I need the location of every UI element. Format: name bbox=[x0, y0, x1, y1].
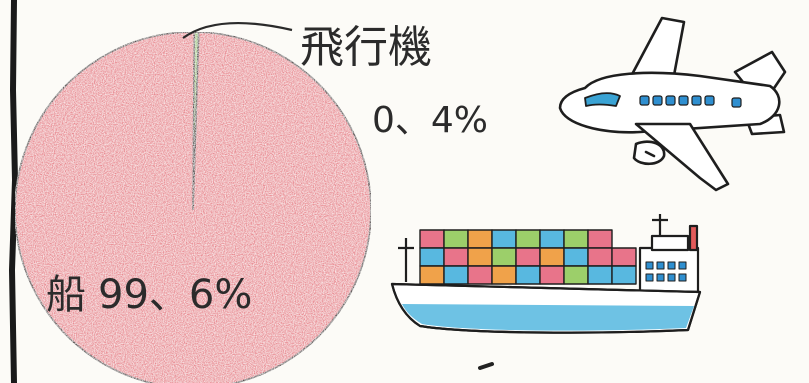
slice-label-ship: 船 bbox=[46, 272, 86, 318]
ship-container bbox=[443, 229, 469, 249]
leader-line bbox=[182, 21, 293, 39]
ship-container bbox=[539, 247, 565, 267]
slice-value-airplane: 0、4% bbox=[372, 100, 488, 141]
ship-container bbox=[419, 229, 445, 249]
ship-container bbox=[491, 265, 517, 285]
ship-container bbox=[443, 247, 469, 267]
ship-container bbox=[539, 229, 565, 249]
ship-container bbox=[515, 229, 541, 249]
ship-container bbox=[491, 247, 517, 267]
ship-container bbox=[563, 265, 589, 285]
ship-container bbox=[467, 265, 493, 285]
ship-container bbox=[419, 247, 445, 267]
ship-container bbox=[419, 265, 445, 285]
stray-mark bbox=[478, 362, 494, 370]
slice-value-ship: 99、6% bbox=[98, 272, 252, 318]
slice-label-airplane: 飛行機 bbox=[300, 22, 432, 73]
airplane-icon bbox=[558, 16, 787, 192]
pie-slice-ship bbox=[14, 31, 372, 383]
ship-container bbox=[587, 265, 613, 285]
container-ship-icon bbox=[390, 214, 702, 334]
ship-container bbox=[563, 247, 589, 267]
ship-container bbox=[587, 229, 613, 249]
ship-container bbox=[443, 265, 469, 285]
ship-container bbox=[611, 247, 637, 267]
ship-container bbox=[587, 247, 613, 267]
ship-container bbox=[491, 229, 517, 249]
margin-line bbox=[8, 0, 19, 383]
ship-container bbox=[611, 265, 637, 285]
ship-container bbox=[515, 247, 541, 267]
ship-container bbox=[467, 247, 493, 267]
ship-container bbox=[563, 229, 589, 249]
ship-container bbox=[539, 265, 565, 285]
ship-container bbox=[515, 265, 541, 285]
pie bbox=[14, 31, 372, 383]
ship-container bbox=[467, 229, 493, 249]
